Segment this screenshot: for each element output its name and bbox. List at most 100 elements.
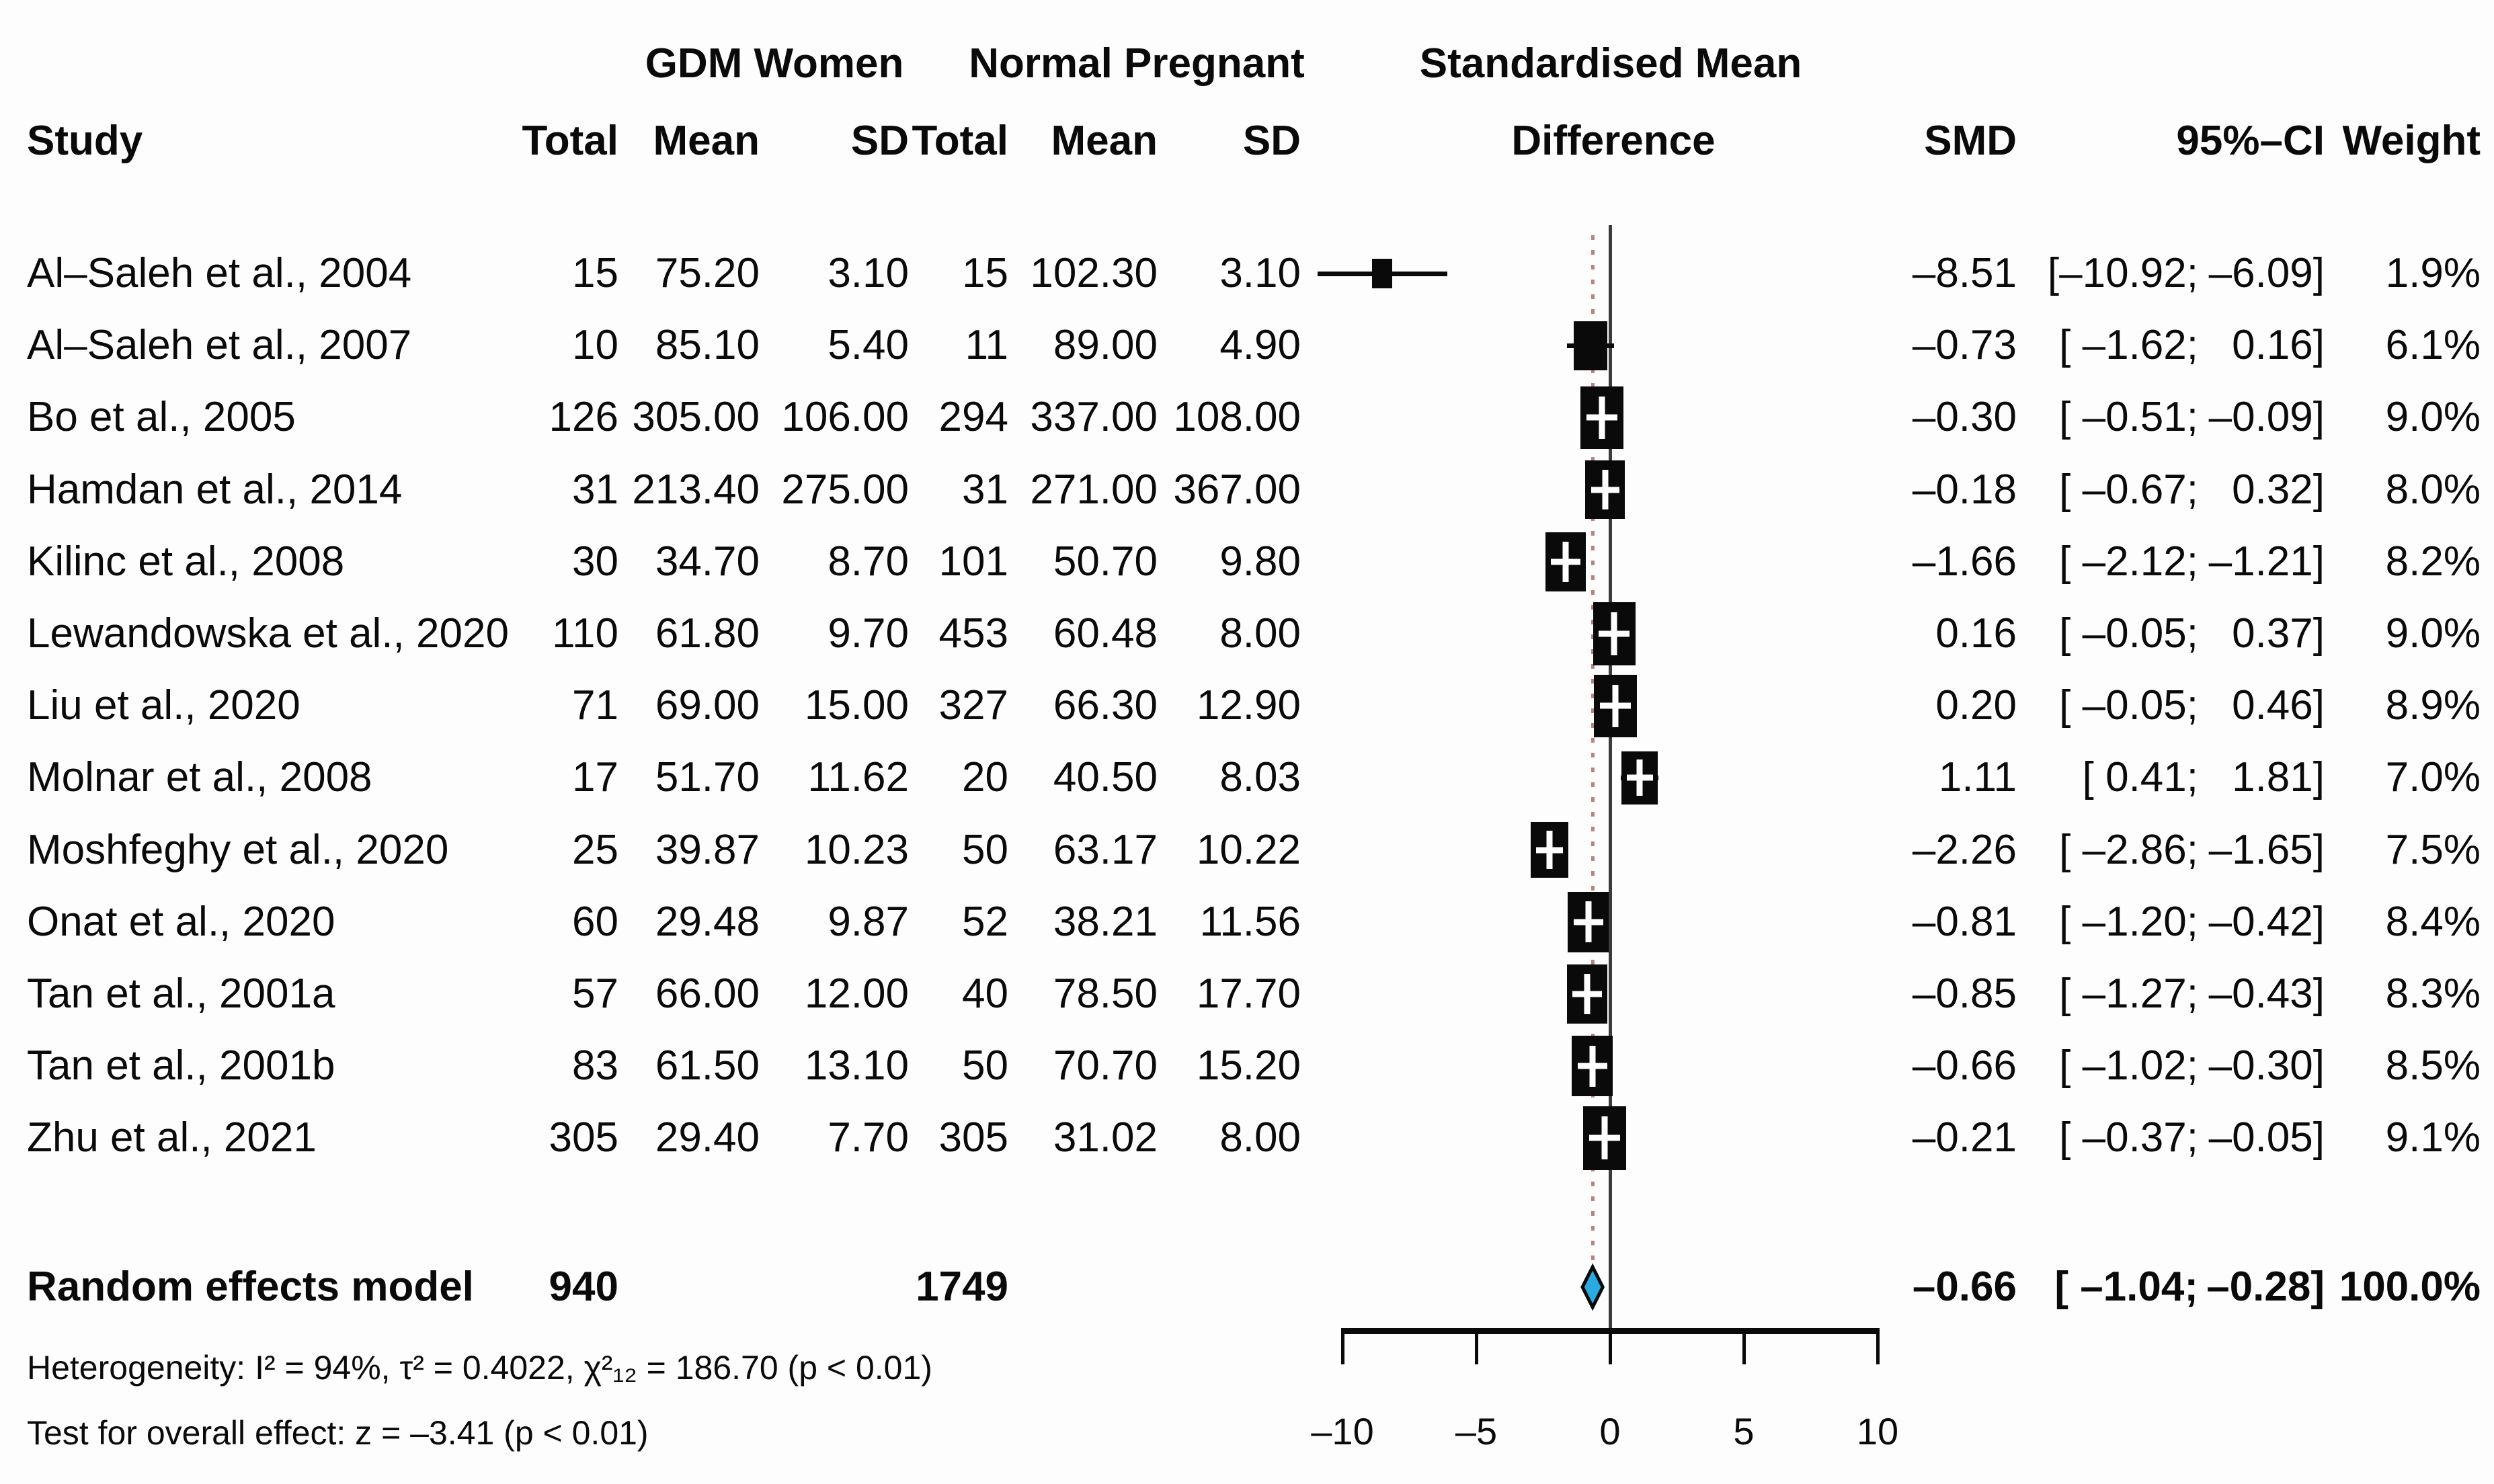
cell-gdm-mean: 69.00 [655, 682, 760, 729]
summary-ci-lo: [ –1.04; [2054, 1264, 2198, 1310]
smd-square-marker [1530, 822, 1569, 878]
smd-square-marker [1573, 321, 1607, 370]
cell-weight: 8.9% [2385, 682, 2481, 729]
cell-smd: –0.85 [1912, 971, 2017, 1017]
col-header-smd: SMD [1924, 118, 2017, 164]
study-name: Kilinc et al., 2008 [27, 538, 345, 585]
cell-gdm-mean: 34.70 [655, 538, 760, 585]
cell-weight: 7.0% [2385, 754, 2481, 801]
cell-gdm-sd: 8.70 [828, 538, 909, 585]
cell-np-sd: 17.70 [1196, 971, 1301, 1017]
col-header-ci: 95%–CI [2176, 118, 2325, 164]
cell-gdm-mean: 85.10 [655, 322, 760, 369]
cell-ci-hi: –1.65] [2208, 826, 2325, 873]
cell-smd: –0.21 [1912, 1114, 2017, 1161]
cell-np-total: 11 [965, 322, 1008, 369]
cell-np-sd: 15.20 [1196, 1042, 1301, 1089]
x-axis-tick-label: 0 [1599, 1410, 1621, 1452]
cell-gdm-mean: 39.87 [655, 826, 760, 873]
x-axis-tick [1608, 1328, 1612, 1364]
cell-weight: 9.0% [2385, 394, 2481, 441]
cell-weight: 7.5% [2385, 826, 2481, 873]
cell-gdm-sd: 9.70 [828, 610, 909, 657]
study-name: Hamdan et al., 2014 [27, 466, 403, 513]
cell-gdm-sd: 9.87 [828, 898, 909, 945]
cell-gdm-total: 25 [572, 826, 618, 873]
summary-ci-hi: –0.28] [2206, 1264, 2325, 1310]
x-axis-tick [1474, 1328, 1478, 1364]
study-name: Bo et al., 2005 [27, 394, 296, 441]
smd-square-marker [1545, 532, 1586, 591]
cell-ci-lo: [ –0.67; [2059, 466, 2198, 513]
cell-np-total: 15 [962, 250, 1008, 296]
cell-np-mean: 271.00 [1030, 466, 1158, 513]
cell-np-mean: 66.30 [1053, 682, 1158, 729]
smd-square-marker [1594, 674, 1637, 737]
cell-gdm-mean: 305.00 [632, 394, 760, 441]
cell-gdm-total: 30 [572, 538, 618, 585]
cell-weight: 8.3% [2385, 971, 2481, 1017]
cell-smd: 0.20 [1935, 682, 2017, 729]
cell-np-total: 327 [938, 682, 1008, 729]
cell-smd: 1.11 [1938, 754, 2017, 801]
study-name: Al–Saleh et al., 2004 [27, 250, 412, 296]
cell-ci-lo: [ –0.37; [2059, 1114, 2198, 1161]
summary-label: Random effects model [27, 1264, 474, 1310]
smd-square-marker [1585, 460, 1625, 519]
cell-ci-hi: 0.46] [2232, 682, 2325, 729]
x-axis-tick [1340, 1328, 1344, 1364]
cell-gdm-sd: 10.23 [804, 826, 909, 873]
col-header-np-total: Total [912, 118, 1009, 164]
cell-ci-lo: [ –1.02; [2059, 1042, 2198, 1089]
cell-np-mean: 60.48 [1053, 610, 1158, 657]
col-header-np-sd: SD [1242, 118, 1301, 164]
cell-np-mean: 63.17 [1053, 826, 1158, 873]
study-name: Molnar et al., 2008 [27, 754, 372, 801]
study-name: Onat et al., 2020 [27, 898, 335, 945]
cell-gdm-sd: 15.00 [804, 682, 909, 729]
cell-np-mean: 31.02 [1053, 1114, 1158, 1161]
summary-smd: –0.66 [1912, 1264, 2017, 1310]
cell-gdm-mean: 51.70 [655, 754, 760, 801]
smd-square-marker [1580, 386, 1623, 450]
cell-gdm-sd: 106.00 [781, 394, 909, 441]
cell-gdm-total: 17 [572, 754, 618, 801]
cell-gdm-mean: 29.40 [655, 1114, 760, 1161]
cell-ci-lo: [ –1.62; [2059, 322, 2198, 369]
cell-np-total: 294 [938, 394, 1008, 441]
cell-ci-lo: [ –0.05; [2059, 682, 2198, 729]
cell-weight: 6.1% [2385, 322, 2481, 369]
cell-np-total: 101 [938, 538, 1008, 585]
cell-ci-hi: 0.32] [2232, 466, 2325, 513]
summary-diamond [1580, 1263, 1605, 1311]
study-name: Tan et al., 2001b [27, 1042, 335, 1089]
cell-np-sd: 10.22 [1196, 826, 1301, 873]
cell-gdm-total: 71 [572, 682, 618, 729]
cell-gdm-mean: 29.48 [655, 898, 760, 945]
cell-gdm-sd: 13.10 [804, 1042, 909, 1089]
overall-effect-dotted-line [1591, 235, 1595, 1267]
cell-ci-hi: –6.09] [2208, 250, 2325, 296]
cell-np-total: 305 [938, 1114, 1008, 1161]
cell-weight: 9.1% [2385, 1114, 2481, 1161]
cell-ci-lo: [ –1.20; [2059, 898, 2198, 945]
group-header-gdm-women: GDM Women [645, 40, 904, 87]
smd-square-marker [1372, 259, 1393, 288]
cell-ci-lo: [ –2.86; [2059, 826, 2198, 873]
cell-ci-lo: [ –1.27; [2059, 971, 2198, 1017]
cell-gdm-total: 126 [549, 394, 618, 441]
col-header-np-mean: Mean [1051, 118, 1158, 164]
cell-np-total: 40 [962, 971, 1008, 1017]
cell-gdm-total: 110 [552, 610, 618, 657]
cell-smd: –0.73 [1912, 322, 2017, 369]
cell-ci-hi: –0.09] [2208, 394, 2325, 441]
smd-square-marker [1566, 964, 1608, 1024]
smd-square-marker [1572, 1036, 1613, 1097]
cell-np-sd: 8.00 [1219, 1114, 1301, 1161]
cell-ci-lo: [ –2.12; [2059, 538, 2198, 585]
cell-gdm-sd: 12.00 [804, 971, 909, 1017]
x-axis-tick-label: 10 [1856, 1410, 1899, 1452]
cell-gdm-total: 10 [572, 322, 618, 369]
col-header-study: Study [27, 118, 143, 164]
study-name: Tan et al., 2001a [27, 971, 335, 1017]
